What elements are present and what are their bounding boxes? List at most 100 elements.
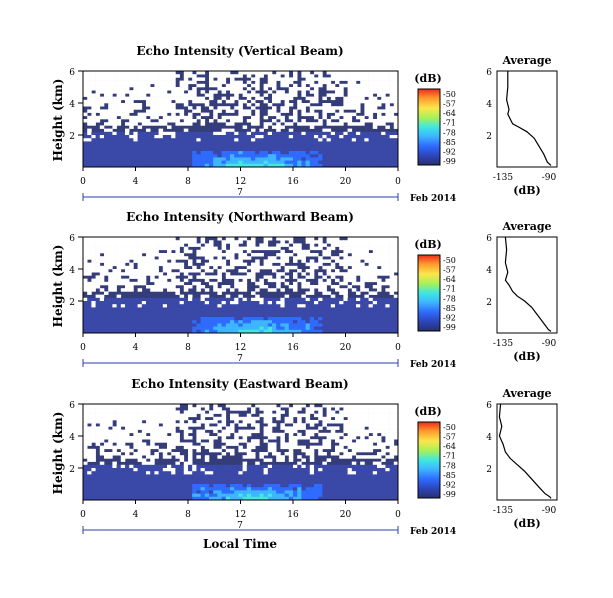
heatmap-cell <box>146 131 151 136</box>
heatmap-cell <box>192 313 197 318</box>
heatmap-cell <box>368 135 374 139</box>
heatmap-cell <box>272 452 277 456</box>
heatmap-cell <box>385 138 390 142</box>
heatmap-cell <box>213 323 218 327</box>
heatmap-cell <box>314 464 319 469</box>
heatmap-cell <box>318 157 323 161</box>
heatmap-cell <box>309 237 315 241</box>
heatmap-cell <box>267 147 273 152</box>
heatmap-cell <box>116 243 122 247</box>
heatmap-cell <box>217 288 222 292</box>
heatmap-cell <box>364 288 369 292</box>
heatmap-cell <box>192 77 197 81</box>
heatmap-cell <box>305 138 311 142</box>
heatmap-cell <box>183 471 189 475</box>
heatmap-cell <box>326 269 332 273</box>
average-x-tick-label: -135 <box>493 339 513 349</box>
heatmap-cell <box>318 320 323 324</box>
heatmap-cell <box>259 157 264 161</box>
heatmap-cell <box>129 329 134 334</box>
heatmap-cell <box>116 151 122 155</box>
heatmap-cell <box>389 87 395 91</box>
heatmap-cell <box>238 496 243 501</box>
heatmap-cell <box>225 151 231 155</box>
heatmap-cell <box>238 448 243 453</box>
heatmap-cell <box>230 448 235 453</box>
heatmap-cell <box>288 436 294 440</box>
heatmap-cell <box>318 329 323 334</box>
heatmap-cell <box>259 135 264 139</box>
heatmap-cell <box>99 323 105 327</box>
heatmap-cell <box>251 423 256 427</box>
heatmap-cell <box>393 83 399 88</box>
heatmap-cell <box>146 404 151 408</box>
heatmap-cell <box>209 297 214 302</box>
heatmap-cell <box>192 304 197 308</box>
heatmap-cell <box>305 301 311 305</box>
heatmap-cell <box>83 484 88 488</box>
heatmap-cell <box>301 490 306 494</box>
heatmap-cell <box>347 87 353 91</box>
heatmap-cell <box>385 115 390 120</box>
heatmap-cell <box>91 93 96 97</box>
heatmap-cell <box>242 135 248 139</box>
heatmap-cell <box>133 237 138 241</box>
heatmap-cell <box>305 448 311 453</box>
heatmap-cell <box>217 71 222 75</box>
heatmap-cell <box>104 468 109 472</box>
heatmap-cell <box>125 131 130 136</box>
heatmap-cell <box>288 420 294 424</box>
heatmap-cell <box>133 317 138 321</box>
heatmap-cell <box>284 404 290 408</box>
heatmap-cell <box>297 135 302 139</box>
heatmap-cell <box>83 490 88 494</box>
heatmap-cell <box>225 429 231 434</box>
heatmap-cell <box>377 304 382 308</box>
heatmap-cell <box>133 253 138 257</box>
heatmap-cell <box>167 87 172 91</box>
heatmap-cell <box>99 320 105 324</box>
heatmap-cell <box>167 272 172 276</box>
heatmap-cell <box>309 423 315 427</box>
heatmap-cell <box>393 323 399 327</box>
heatmap-cell <box>129 80 134 85</box>
heatmap-cell <box>192 480 197 485</box>
heatmap-cell <box>175 135 180 139</box>
heatmap-cell <box>129 281 134 286</box>
heatmap-cell <box>171 275 176 279</box>
heatmap-cell <box>158 157 164 161</box>
heatmap-cell <box>108 490 113 494</box>
heatmap-cell <box>251 455 256 459</box>
heatmap-cell <box>221 439 227 443</box>
heatmap-cell <box>267 317 273 321</box>
heatmap-cell <box>192 240 197 244</box>
heatmap-cell <box>293 285 298 289</box>
heatmap-cell <box>104 455 109 459</box>
heatmap-cell <box>356 138 361 142</box>
heatmap-cell <box>343 313 348 318</box>
heatmap-cell <box>104 452 109 456</box>
heatmap-cell <box>225 468 231 472</box>
x-tick-label: 8 <box>185 343 191 353</box>
heatmap-cell <box>204 490 210 494</box>
heatmap-cell <box>108 480 113 485</box>
heatmap-cell <box>192 109 197 113</box>
heatmap-cell <box>356 131 361 136</box>
heatmap-cell <box>288 141 294 145</box>
heatmap-cell <box>251 323 256 327</box>
heatmap-cell <box>238 307 243 311</box>
heatmap-cell <box>129 326 134 331</box>
heatmap-cell <box>263 237 269 241</box>
heatmap-cell <box>188 301 193 305</box>
heatmap-cell <box>196 317 201 321</box>
heatmap-cell <box>318 304 323 308</box>
heatmap-cell <box>246 329 252 334</box>
heatmap-cell <box>267 237 273 241</box>
heatmap-cell <box>221 480 227 485</box>
heatmap-cell <box>255 131 260 136</box>
heatmap-cell <box>116 410 122 414</box>
heatmap-cell <box>133 307 138 311</box>
heatmap-cell <box>238 329 243 334</box>
heatmap-cell <box>133 272 138 276</box>
heatmap-cell <box>356 304 361 308</box>
